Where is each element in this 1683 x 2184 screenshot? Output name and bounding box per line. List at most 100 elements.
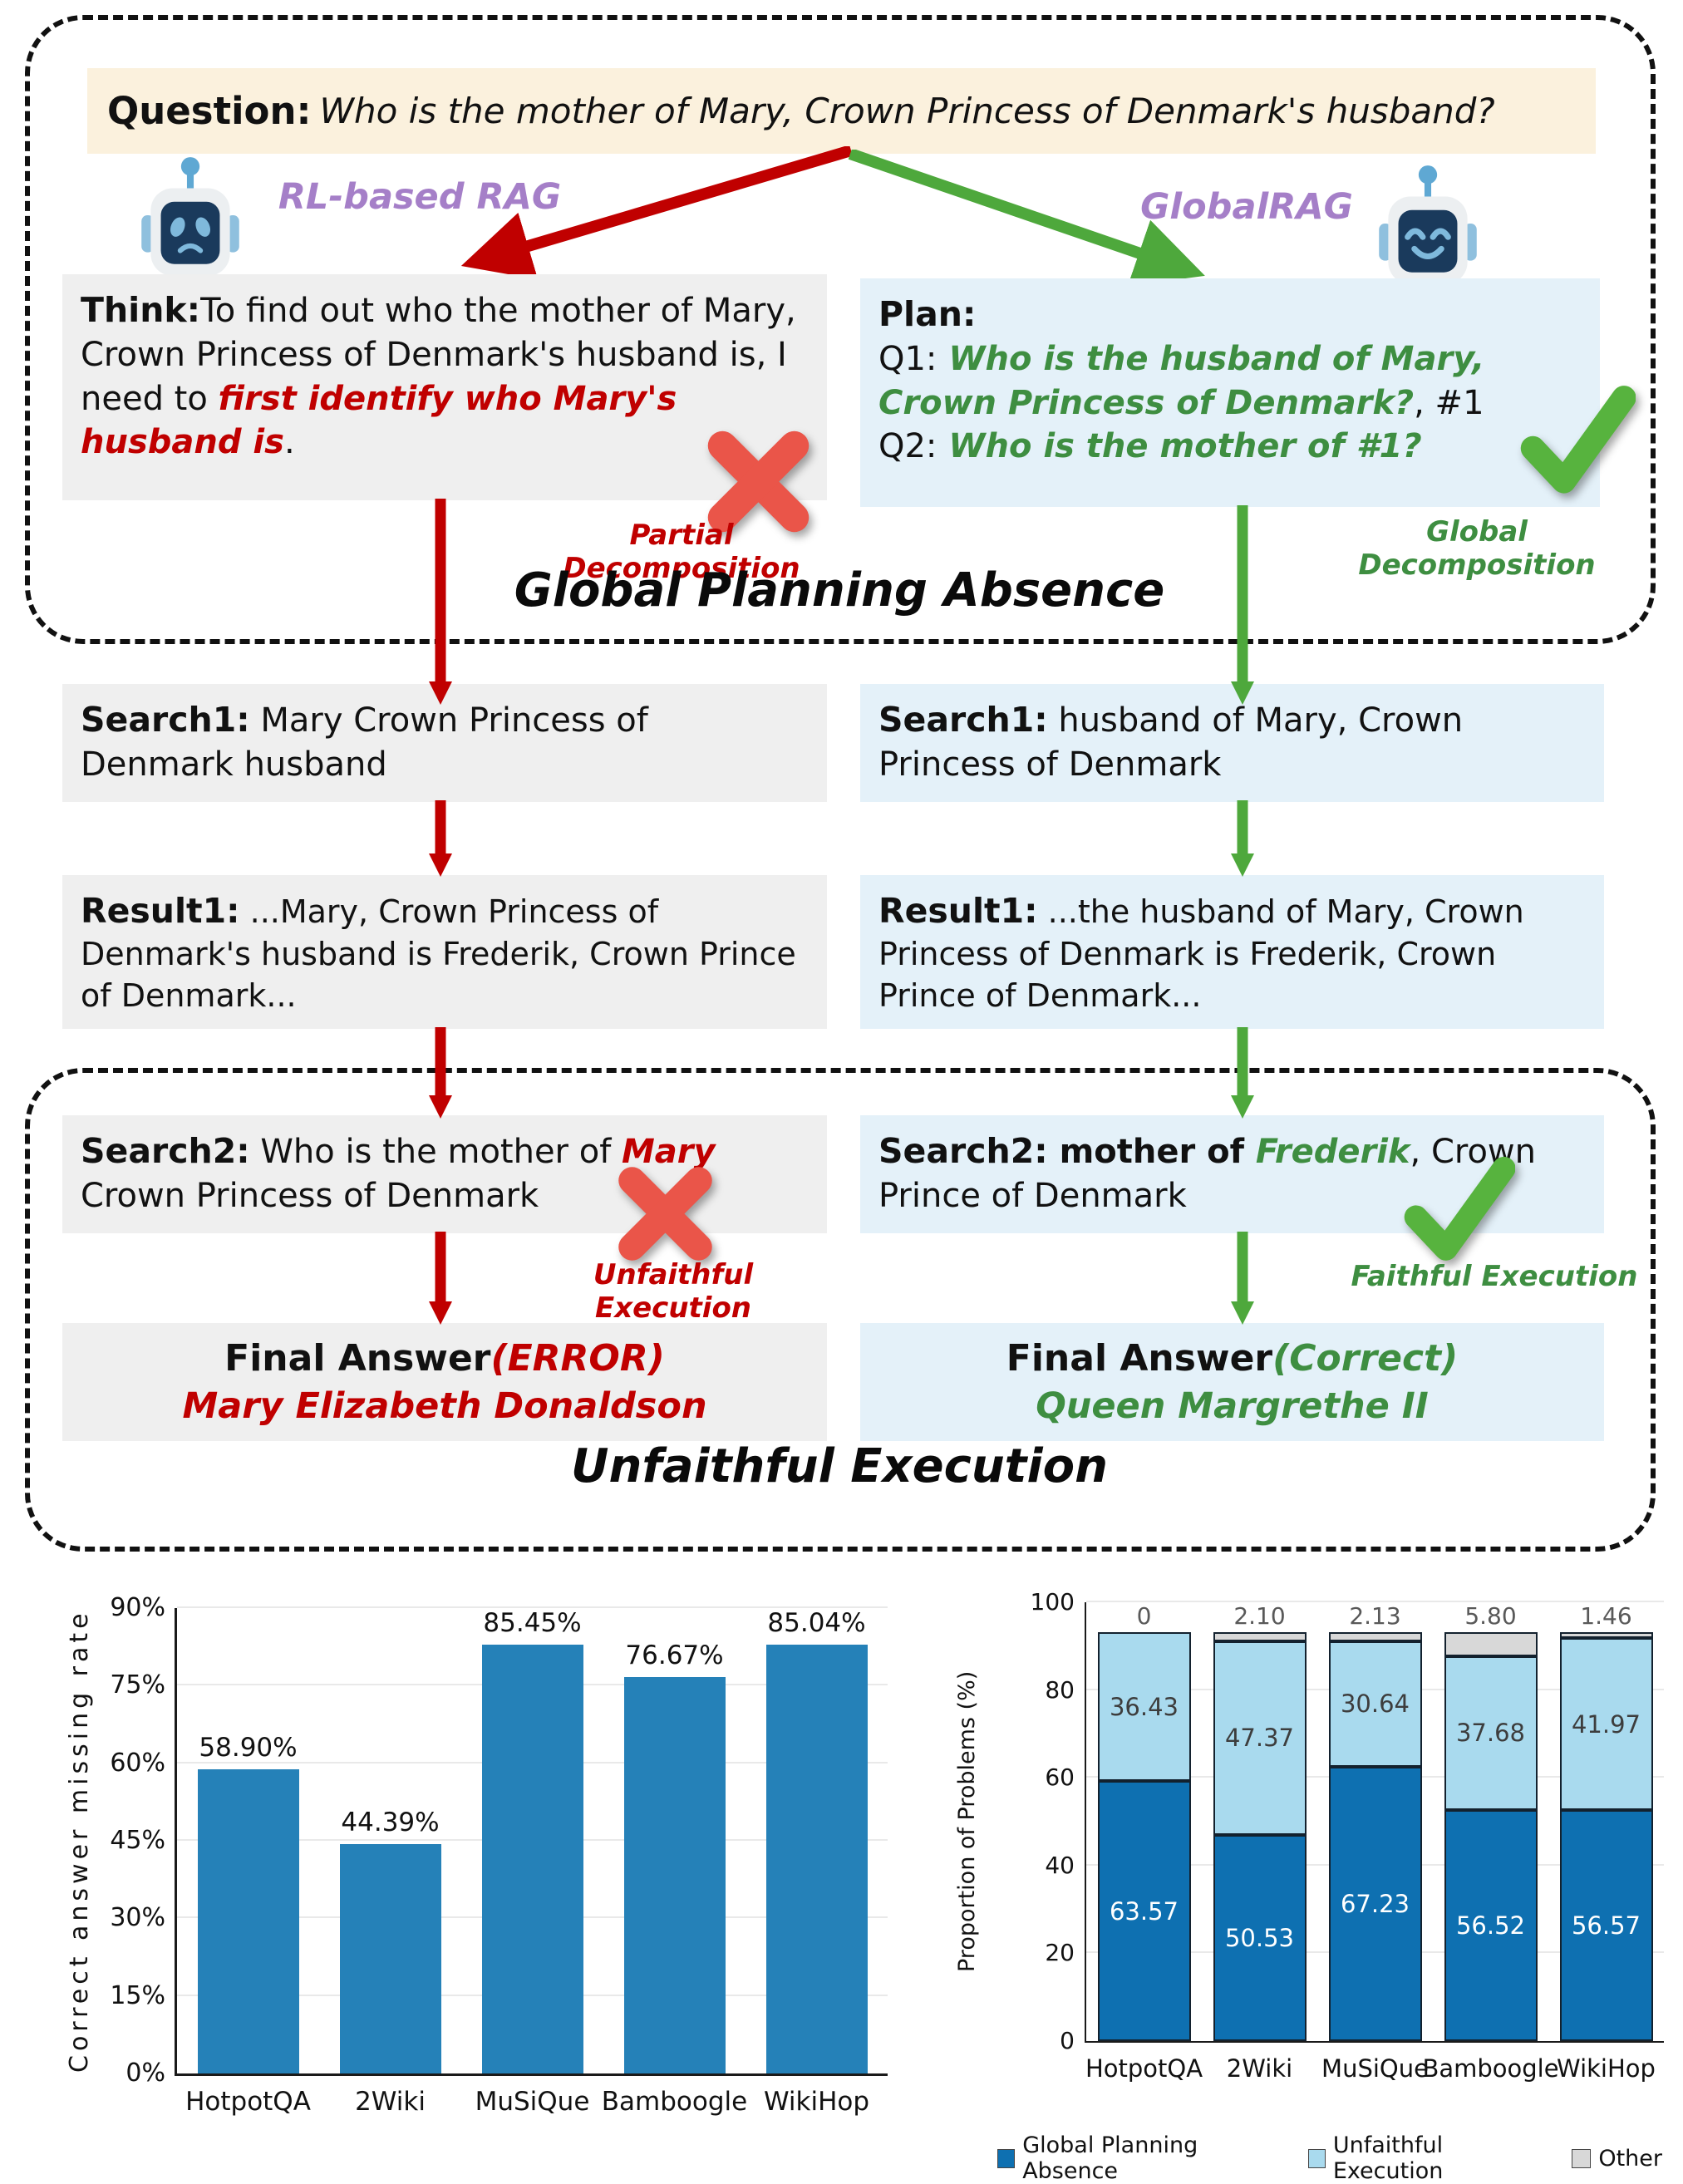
- x-tick-label: WikiHop: [763, 2087, 870, 2117]
- question-banner: Question: Who is the mother of Mary, Cro…: [87, 68, 1596, 154]
- chart2-legend: Global Planning Absence Unfaithful Execut…: [997, 2132, 1662, 2184]
- y-tick-label: 45%: [110, 1826, 165, 1855]
- gridline: [1086, 1601, 1664, 1602]
- faithful-execution-tag: Faithful Execution: [1351, 1260, 1638, 1293]
- green-flow-arrow-4: [1231, 505, 1254, 705]
- sad-robot-icon: [135, 153, 245, 283]
- legend-item: Unfaithful Execution: [1307, 2132, 1541, 2184]
- result1-left-text: ...Mary, Crown Princess of Denmark's hus…: [81, 893, 796, 1015]
- search2-left-highlight: Mary: [621, 1133, 716, 1171]
- stacked-bar-group: 1.46 41.97 56.57 WikiHop: [1557, 1602, 1656, 2083]
- red-branch-arrow: [460, 146, 853, 279]
- bar: [339, 1843, 441, 2073]
- global-decomposition-label: Global Decomposition: [1358, 515, 1596, 582]
- segment-value: 36.43: [1109, 1692, 1179, 1721]
- red-flow-arrow-0: [429, 499, 452, 705]
- gridline: [177, 1606, 888, 1608]
- segment-value: 30.64: [1340, 1690, 1410, 1719]
- partial-decomposition-label: Partial Decomposition: [563, 519, 800, 585]
- search1-left-text: Mary Crown Princess of Denmark husband: [81, 701, 648, 784]
- stacked-bar-group: 0 36.43 63.57 HotpotQA: [1085, 1602, 1203, 2083]
- segment-unfaithful-execution: 47.37: [1213, 1640, 1307, 1835]
- segment-other: [1328, 1632, 1422, 1641]
- segment-value: 67.23: [1340, 1889, 1410, 1918]
- think-box: Think:To find out who the mother of Mary…: [62, 274, 827, 500]
- x-tick-label: Bamboogle: [1422, 2054, 1559, 2083]
- legend-item: Global Planning Absence: [997, 2132, 1277, 2184]
- segment-other: [1444, 1632, 1538, 1656]
- search2-right-highlight: Frederik: [1255, 1133, 1410, 1171]
- other-value-label: 5.80: [1464, 1602, 1517, 1631]
- bar: [481, 1645, 583, 2073]
- bar-value-label: 58.90%: [199, 1732, 298, 1763]
- result1-left-box: Result1: ...Mary, Crown Princess of Denm…: [62, 875, 827, 1029]
- question-text: Who is the mother of Mary, Crown Princes…: [319, 91, 1495, 131]
- think-text: To find out who the mother of Mary, Crow…: [81, 292, 796, 418]
- check-icon: [1519, 382, 1636, 502]
- search2-right-bold: mother of: [1047, 1133, 1256, 1171]
- plan-q1-text: Who is the husband of Mary, Crown Prince…: [878, 339, 1485, 422]
- check-icon-2: [1403, 1153, 1516, 1269]
- chart2-ylabel: Proportion of Problems (%): [954, 1670, 980, 1973]
- y-tick-label: 80: [1045, 1675, 1075, 1704]
- think-label: Think:: [81, 290, 201, 330]
- search2-right-label: Search2:: [878, 1131, 1048, 1171]
- red-flow-arrow-1: [429, 800, 452, 877]
- plan-box: Plan: Q1: Who is the husband of Mary, Cr…: [860, 278, 1600, 507]
- bar-row: 0 36.43 63.57 HotpotQA 2.10 47.37 50.53 2Wiki 2.…: [1085, 1602, 1664, 2083]
- segment-global-planning-absence: 56.57: [1559, 1809, 1653, 2041]
- final-answer-left-box: Final Answer(ERROR) Mary Elizabeth Donal…: [62, 1323, 827, 1441]
- final-left-label: Final Answer: [224, 1336, 491, 1380]
- segment-other: [1213, 1632, 1307, 1641]
- legend-swatch: [1572, 2148, 1592, 2168]
- bar-group: 58.90% HotpotQA: [185, 1608, 311, 2117]
- bar: [623, 1676, 726, 2073]
- unfaithful-execution-tag: Unfaithful Execution: [593, 1258, 754, 1325]
- other-value-label: 1.46: [1580, 1602, 1632, 1630]
- bar-value-label: 85.45%: [483, 1608, 582, 1638]
- segment-value: 47.37: [1224, 1724, 1295, 1753]
- stacked-bar-group: 2.10 47.37 50.53 2Wiki: [1213, 1602, 1307, 2083]
- legend-label: Global Planning Absence: [1022, 2132, 1198, 2184]
- y-tick-label: 0: [1060, 2027, 1075, 2054]
- y-tick-label: 0%: [125, 2059, 165, 2088]
- error-proportion-chart: Proportion of Problems (%) 0 20 40 60 80 100 0…: [914, 1561, 1683, 2184]
- segment-global-planning-absence: 56.52: [1444, 1810, 1538, 2041]
- legend-label: Other: [1598, 2145, 1662, 2172]
- segment-value: 63.57: [1109, 1896, 1179, 1926]
- x-tick-label: HotpotQA: [1085, 2054, 1203, 2083]
- bar-value-label: 44.39%: [341, 1807, 440, 1837]
- x-tick-label: MuSiQue: [475, 2087, 590, 2117]
- plan-label: Plan:: [878, 294, 977, 334]
- y-tick-label: 60%: [110, 1748, 165, 1778]
- final-right-status: (Correct): [1272, 1336, 1459, 1380]
- search2-left-text-end: Crown Princess of Denmark: [81, 1176, 539, 1215]
- final-right-answer: Queen Margrethe II: [1036, 1385, 1429, 1427]
- section2-title: Unfaithful Execution: [571, 1439, 1108, 1493]
- cross-icon: [702, 425, 814, 541]
- red-flow-arrow-3: [429, 1232, 452, 1325]
- segment-unfaithful-execution: 37.68: [1444, 1655, 1538, 1811]
- green-branch-arrow: [848, 150, 1205, 287]
- final-answer-right-box: Final Answer(Correct) Queen Margrethe II: [860, 1323, 1604, 1441]
- search2-left-label: Search2:: [81, 1131, 250, 1171]
- x-tick-label: 2Wiki: [355, 2087, 426, 2117]
- segment-unfaithful-execution: 41.97: [1559, 1638, 1653, 1810]
- green-flow-arrow-5: [1231, 800, 1254, 877]
- y-tick-label: 15%: [110, 1980, 165, 2010]
- search1-left-box: Search1: Mary Crown Princess of Denmark …: [62, 684, 827, 802]
- rl-based-rag-label: RL-based RAG: [278, 176, 562, 218]
- section1-title: Global Planning Absence: [514, 563, 1165, 617]
- x-tick-label: 2Wiki: [1226, 2054, 1293, 2083]
- plan-q1-suffix: , #1: [1414, 383, 1484, 422]
- y-tick-label: 60: [1045, 1763, 1075, 1792]
- think-highlight: first identify who Mary's husband is: [81, 379, 677, 462]
- other-value-label: 2.13: [1349, 1602, 1401, 1630]
- stacked-bar-group: 5.80 37.68 56.52 Bamboogle: [1422, 1602, 1558, 2083]
- bar-group: 85.04% WikiHop: [764, 1608, 869, 2117]
- x-tick-label: Bamboogle: [601, 2087, 748, 2117]
- x-tick-label: HotpotQA: [185, 2087, 311, 2117]
- segment-global-planning-absence: 50.53: [1213, 1834, 1307, 2041]
- y-tick-label: 100: [1030, 1588, 1075, 1616]
